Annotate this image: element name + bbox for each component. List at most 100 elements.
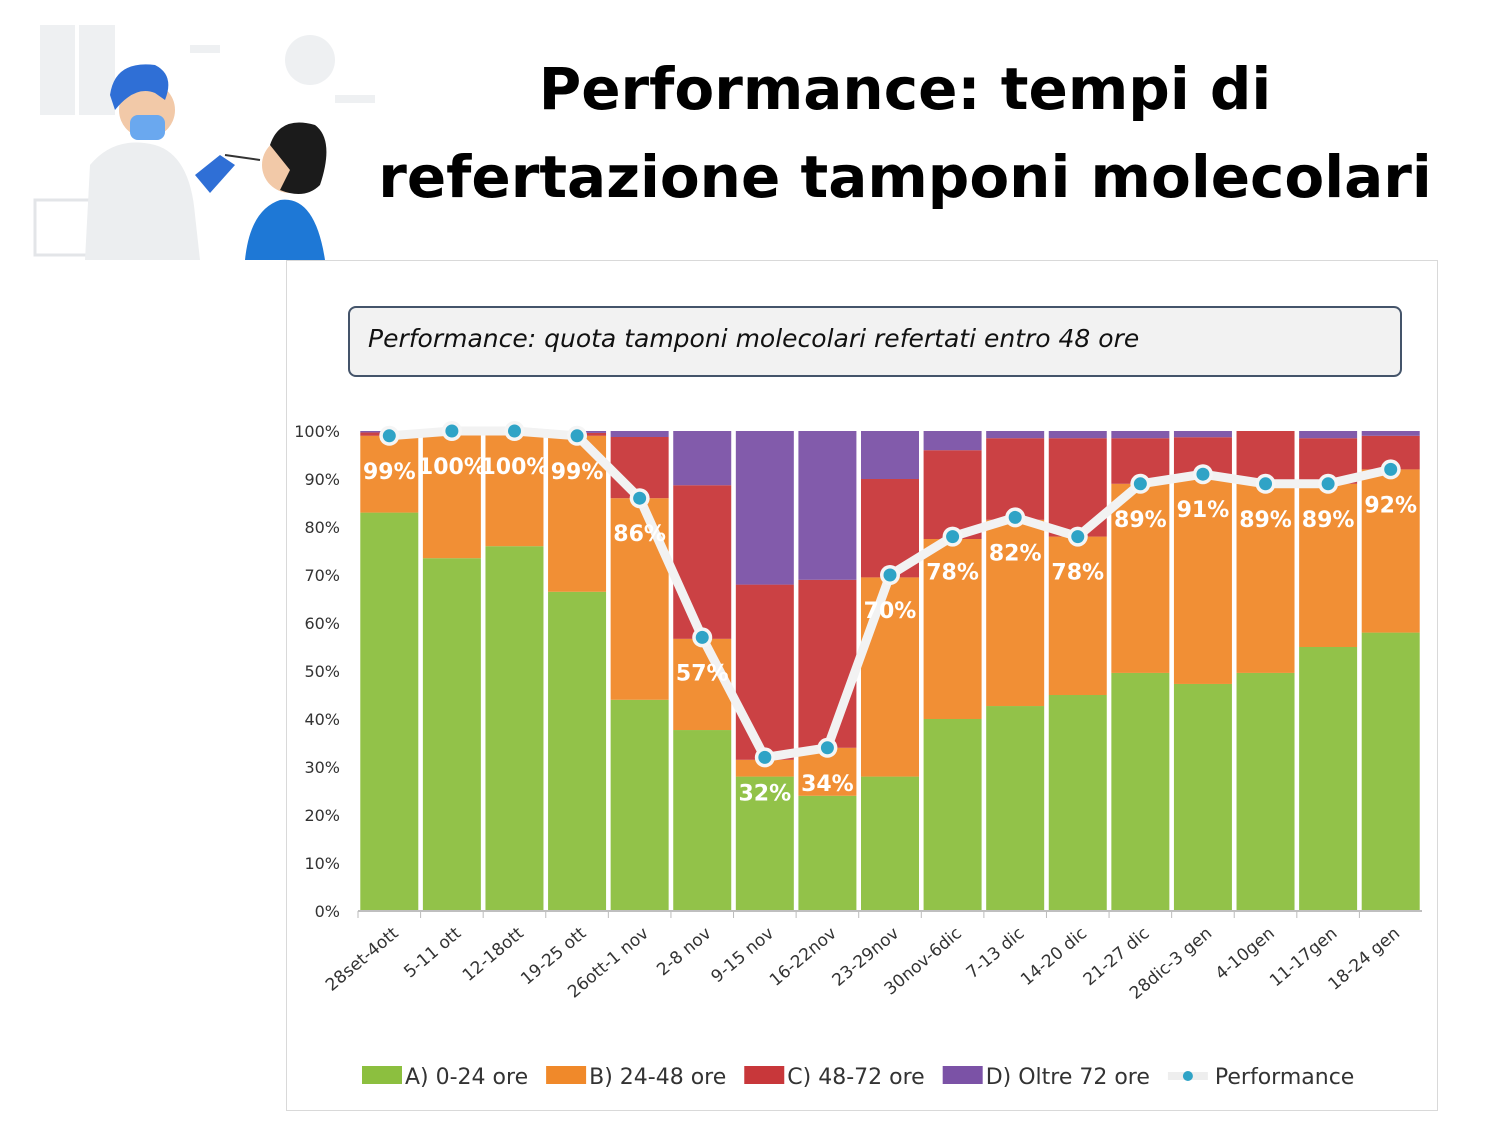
bar-segment-1 — [422, 558, 481, 911]
bar-segment-4 — [1048, 431, 1107, 439]
x-tick-label: 16-22nov — [766, 924, 841, 991]
x-tick-label: 14-20 dic — [1017, 924, 1091, 991]
legend-swatch — [744, 1066, 785, 1084]
bar-segment-2 — [1173, 474, 1232, 684]
performance-data-label: 91% — [1177, 498, 1230, 523]
bar-segment-4 — [610, 431, 669, 437]
bar-segment-4 — [673, 431, 732, 486]
legend-label: D) Oltre 72 ore — [986, 1065, 1150, 1090]
performance-marker — [382, 429, 396, 443]
y-tick-label: 80% — [304, 518, 340, 537]
bar-segment-2 — [986, 519, 1045, 707]
bar-segment-4 — [798, 431, 857, 580]
bar-segment-3 — [923, 450, 982, 539]
x-tick-label: 2-8 nov — [653, 924, 715, 981]
chart-title-box: Performance: quota tamponi molecolari re… — [348, 306, 1402, 377]
bar-segment-1 — [1361, 632, 1420, 911]
chart-frame — [286, 260, 1438, 1111]
title-line-1: Performance: tempi di — [538, 55, 1272, 123]
legend-label: A) 0-24 ore — [405, 1065, 528, 1090]
swab-test-illustration — [33, 25, 375, 260]
bar-segment-2 — [360, 435, 419, 513]
y-tick-label: 90% — [304, 470, 340, 489]
performance-marker — [946, 530, 960, 544]
performance-marker — [633, 491, 647, 505]
legend-label: Performance — [1215, 1065, 1354, 1090]
x-tick-label: 28set-4ott — [322, 923, 403, 995]
bar-segment-1 — [610, 699, 669, 911]
performance-marker — [507, 424, 521, 438]
bar-segment-1 — [1048, 695, 1107, 911]
legend-swatch — [942, 1066, 983, 1084]
bar-segment-2 — [1361, 469, 1420, 633]
y-tick-label: 0% — [315, 902, 340, 921]
y-tick-label: 70% — [304, 566, 340, 585]
performance-data-label: 70% — [864, 599, 917, 624]
bar-segment-3 — [673, 485, 732, 639]
y-tick-label: 40% — [304, 710, 340, 729]
bar-segment-4 — [923, 431, 982, 451]
y-tick-label: 60% — [304, 614, 340, 633]
performance-data-label: 100% — [418, 455, 486, 480]
bar-segment-1 — [798, 795, 857, 911]
bar-segment-3 — [735, 584, 794, 760]
performance-marker — [1259, 477, 1273, 491]
performance-data-label: 89% — [1239, 508, 1292, 533]
bar-segment-4 — [1111, 431, 1170, 439]
performance-marker — [820, 741, 834, 755]
bar-segment-3 — [610, 437, 669, 499]
bar-segment-2 — [923, 539, 982, 719]
y-tick-label: 100% — [294, 422, 340, 441]
bar-segment-2 — [1299, 483, 1358, 647]
bar-segment-1 — [986, 706, 1045, 911]
bar-segment-2 — [861, 577, 919, 777]
bar-segment-3 — [798, 579, 857, 748]
performance-data-label: 32% — [738, 781, 791, 806]
performance-data-label: 34% — [801, 772, 854, 797]
bar-segment-1 — [923, 719, 982, 911]
bar-segment-4 — [1299, 431, 1358, 439]
bar-segment-2 — [1111, 483, 1170, 673]
bar-segment-1 — [548, 591, 607, 911]
legend-label: B) 24-48 ore — [589, 1065, 726, 1090]
bar-segment-1 — [673, 730, 732, 911]
bar-segment-2 — [673, 638, 732, 731]
performance-data-label: 82% — [989, 541, 1042, 566]
performance-marker — [445, 424, 459, 438]
bar-segment-1 — [735, 776, 794, 911]
performance-marker — [758, 750, 772, 764]
chart-title: Performance: quota tamponi molecolari re… — [368, 324, 1140, 353]
performance-marker — [695, 630, 709, 644]
title-line-2: refertazione tamponi molecolari — [378, 143, 1432, 211]
legend-swatch — [546, 1066, 587, 1084]
bar-segment-4 — [861, 431, 919, 479]
performance-data-label: 89% — [1302, 508, 1355, 533]
performance-marker — [1384, 462, 1398, 476]
x-tick-label: 5-11 ott — [400, 923, 465, 982]
legend-swatch — [362, 1066, 402, 1084]
bar-segment-4 — [986, 431, 1045, 439]
bar-segment-1 — [485, 546, 544, 911]
bar-segment-1 — [1299, 647, 1358, 911]
bar-segment-1 — [861, 776, 919, 911]
performance-marker — [883, 568, 897, 582]
performance-data-label: 100% — [480, 455, 548, 480]
bar-segment-2 — [485, 431, 544, 547]
bar-segment-4 — [1173, 431, 1232, 438]
bar-segment-2 — [1048, 536, 1107, 695]
performance-marker — [1071, 530, 1085, 544]
bar-segment-1 — [360, 512, 419, 911]
bar-segment-2 — [1236, 483, 1295, 673]
performance-data-label: 78% — [1051, 561, 1104, 586]
bar-segment-1 — [1173, 683, 1232, 911]
bar-segment-2 — [422, 431, 481, 559]
performance-data-label: 99% — [363, 460, 416, 485]
performance-data-label: 99% — [551, 460, 604, 485]
legend-marker — [1182, 1071, 1193, 1081]
bar-segment-4 — [1361, 431, 1420, 436]
performance-data-label: 57% — [676, 661, 729, 686]
bar-segment-2 — [548, 435, 607, 592]
performance-marker — [1196, 467, 1210, 481]
